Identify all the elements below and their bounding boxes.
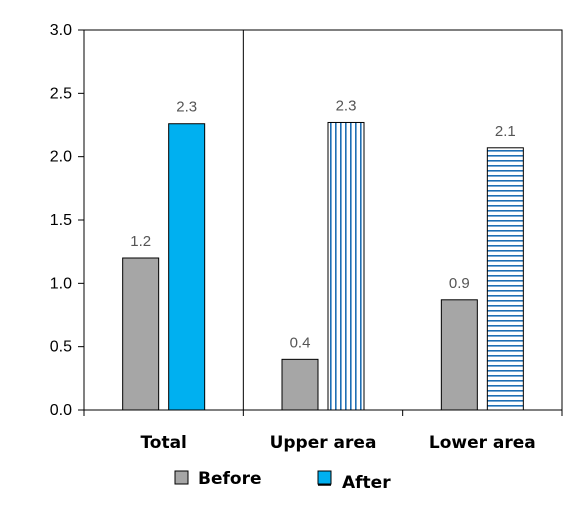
data-label-before: 0.9 [449, 275, 470, 292]
bar-before [440, 299, 478, 411]
data-label-after: 2.1 [495, 123, 516, 140]
bar-after [327, 121, 365, 411]
bar-before [122, 257, 160, 411]
y-tick-label: 2.0 [50, 149, 72, 166]
legend-label-before: Before [198, 469, 261, 489]
legend-swatch-before [174, 470, 189, 485]
data-label-before: 1.2 [130, 233, 151, 250]
y-tick-label: 1.5 [50, 212, 72, 229]
bar-after [486, 147, 524, 411]
plot-area: 0.0 0.5 1.0 1.5 2.0 2.5 3.0 1.2 2.3 Total 0.4 2.3 Up… [50, 22, 563, 453]
legend: Before After [174, 469, 391, 493]
data-label-after: 2.3 [336, 97, 357, 114]
y-tick-label: 0.5 [50, 339, 72, 356]
x-category-label: Lower area [429, 433, 536, 453]
bar-before [281, 358, 319, 411]
y-tick-label: 1.0 [50, 275, 72, 292]
data-label-before: 0.4 [290, 334, 311, 351]
bar-after [168, 123, 206, 411]
data-label-after: 2.3 [176, 99, 197, 116]
x-category-label: Total [140, 433, 186, 453]
y-tick-label: 3.0 [50, 22, 72, 39]
x-category-label: Upper area [270, 433, 377, 453]
legend-swatch-after [317, 470, 332, 485]
legend-label-after: After [342, 473, 391, 493]
y-tick-label: 2.5 [50, 85, 72, 102]
y-tick-label: 0.0 [50, 402, 72, 419]
